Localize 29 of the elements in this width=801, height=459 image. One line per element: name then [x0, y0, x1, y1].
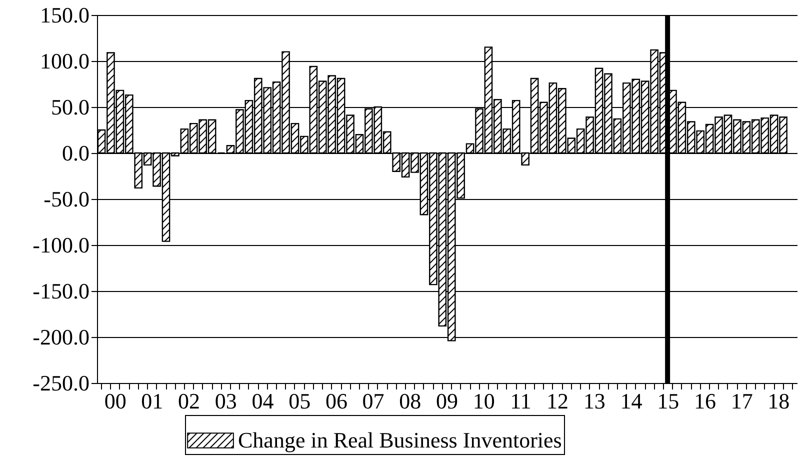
y-tick-label: -50.0: [44, 186, 90, 212]
y-tick-label: 0.0: [62, 140, 90, 166]
y-tick-label: 50.0: [51, 94, 90, 120]
legend-label: Change in Real Business Inventories: [238, 428, 562, 452]
x-tick-label: 09: [436, 388, 458, 414]
y-tick-label: -200.0: [32, 324, 90, 350]
x-tick-label: 10: [472, 388, 495, 414]
x-tick-label: 12: [546, 388, 569, 414]
y-tick-label: 100.0: [40, 48, 90, 74]
x-tick-label: 03: [214, 388, 237, 414]
y-tick-label: -150.0: [32, 278, 90, 304]
x-tick-label: 15: [657, 388, 680, 414]
x-tick-label: 16: [694, 388, 716, 414]
x-tick-label: 14: [620, 388, 642, 414]
x-tick-label: 04: [252, 388, 274, 414]
x-tick-label: 08: [399, 388, 422, 414]
x-tick-label: 00: [104, 388, 126, 414]
x-tick-label: 07: [362, 388, 384, 414]
y-tick-label: -100.0: [32, 232, 90, 258]
y-tick-label: -250.0: [32, 370, 90, 396]
y-tick-label: 150.0: [40, 2, 90, 28]
x-tick-label: 01: [141, 388, 164, 414]
x-tick-label: 13: [583, 388, 606, 414]
x-tick-label: 06: [325, 388, 348, 414]
x-tick-label: 05: [288, 388, 311, 414]
x-tick-label: 17: [730, 388, 753, 414]
x-tick-label: 18: [768, 388, 790, 414]
x-tick-label: 11: [510, 388, 532, 414]
x-tick-label: 02: [178, 388, 200, 414]
